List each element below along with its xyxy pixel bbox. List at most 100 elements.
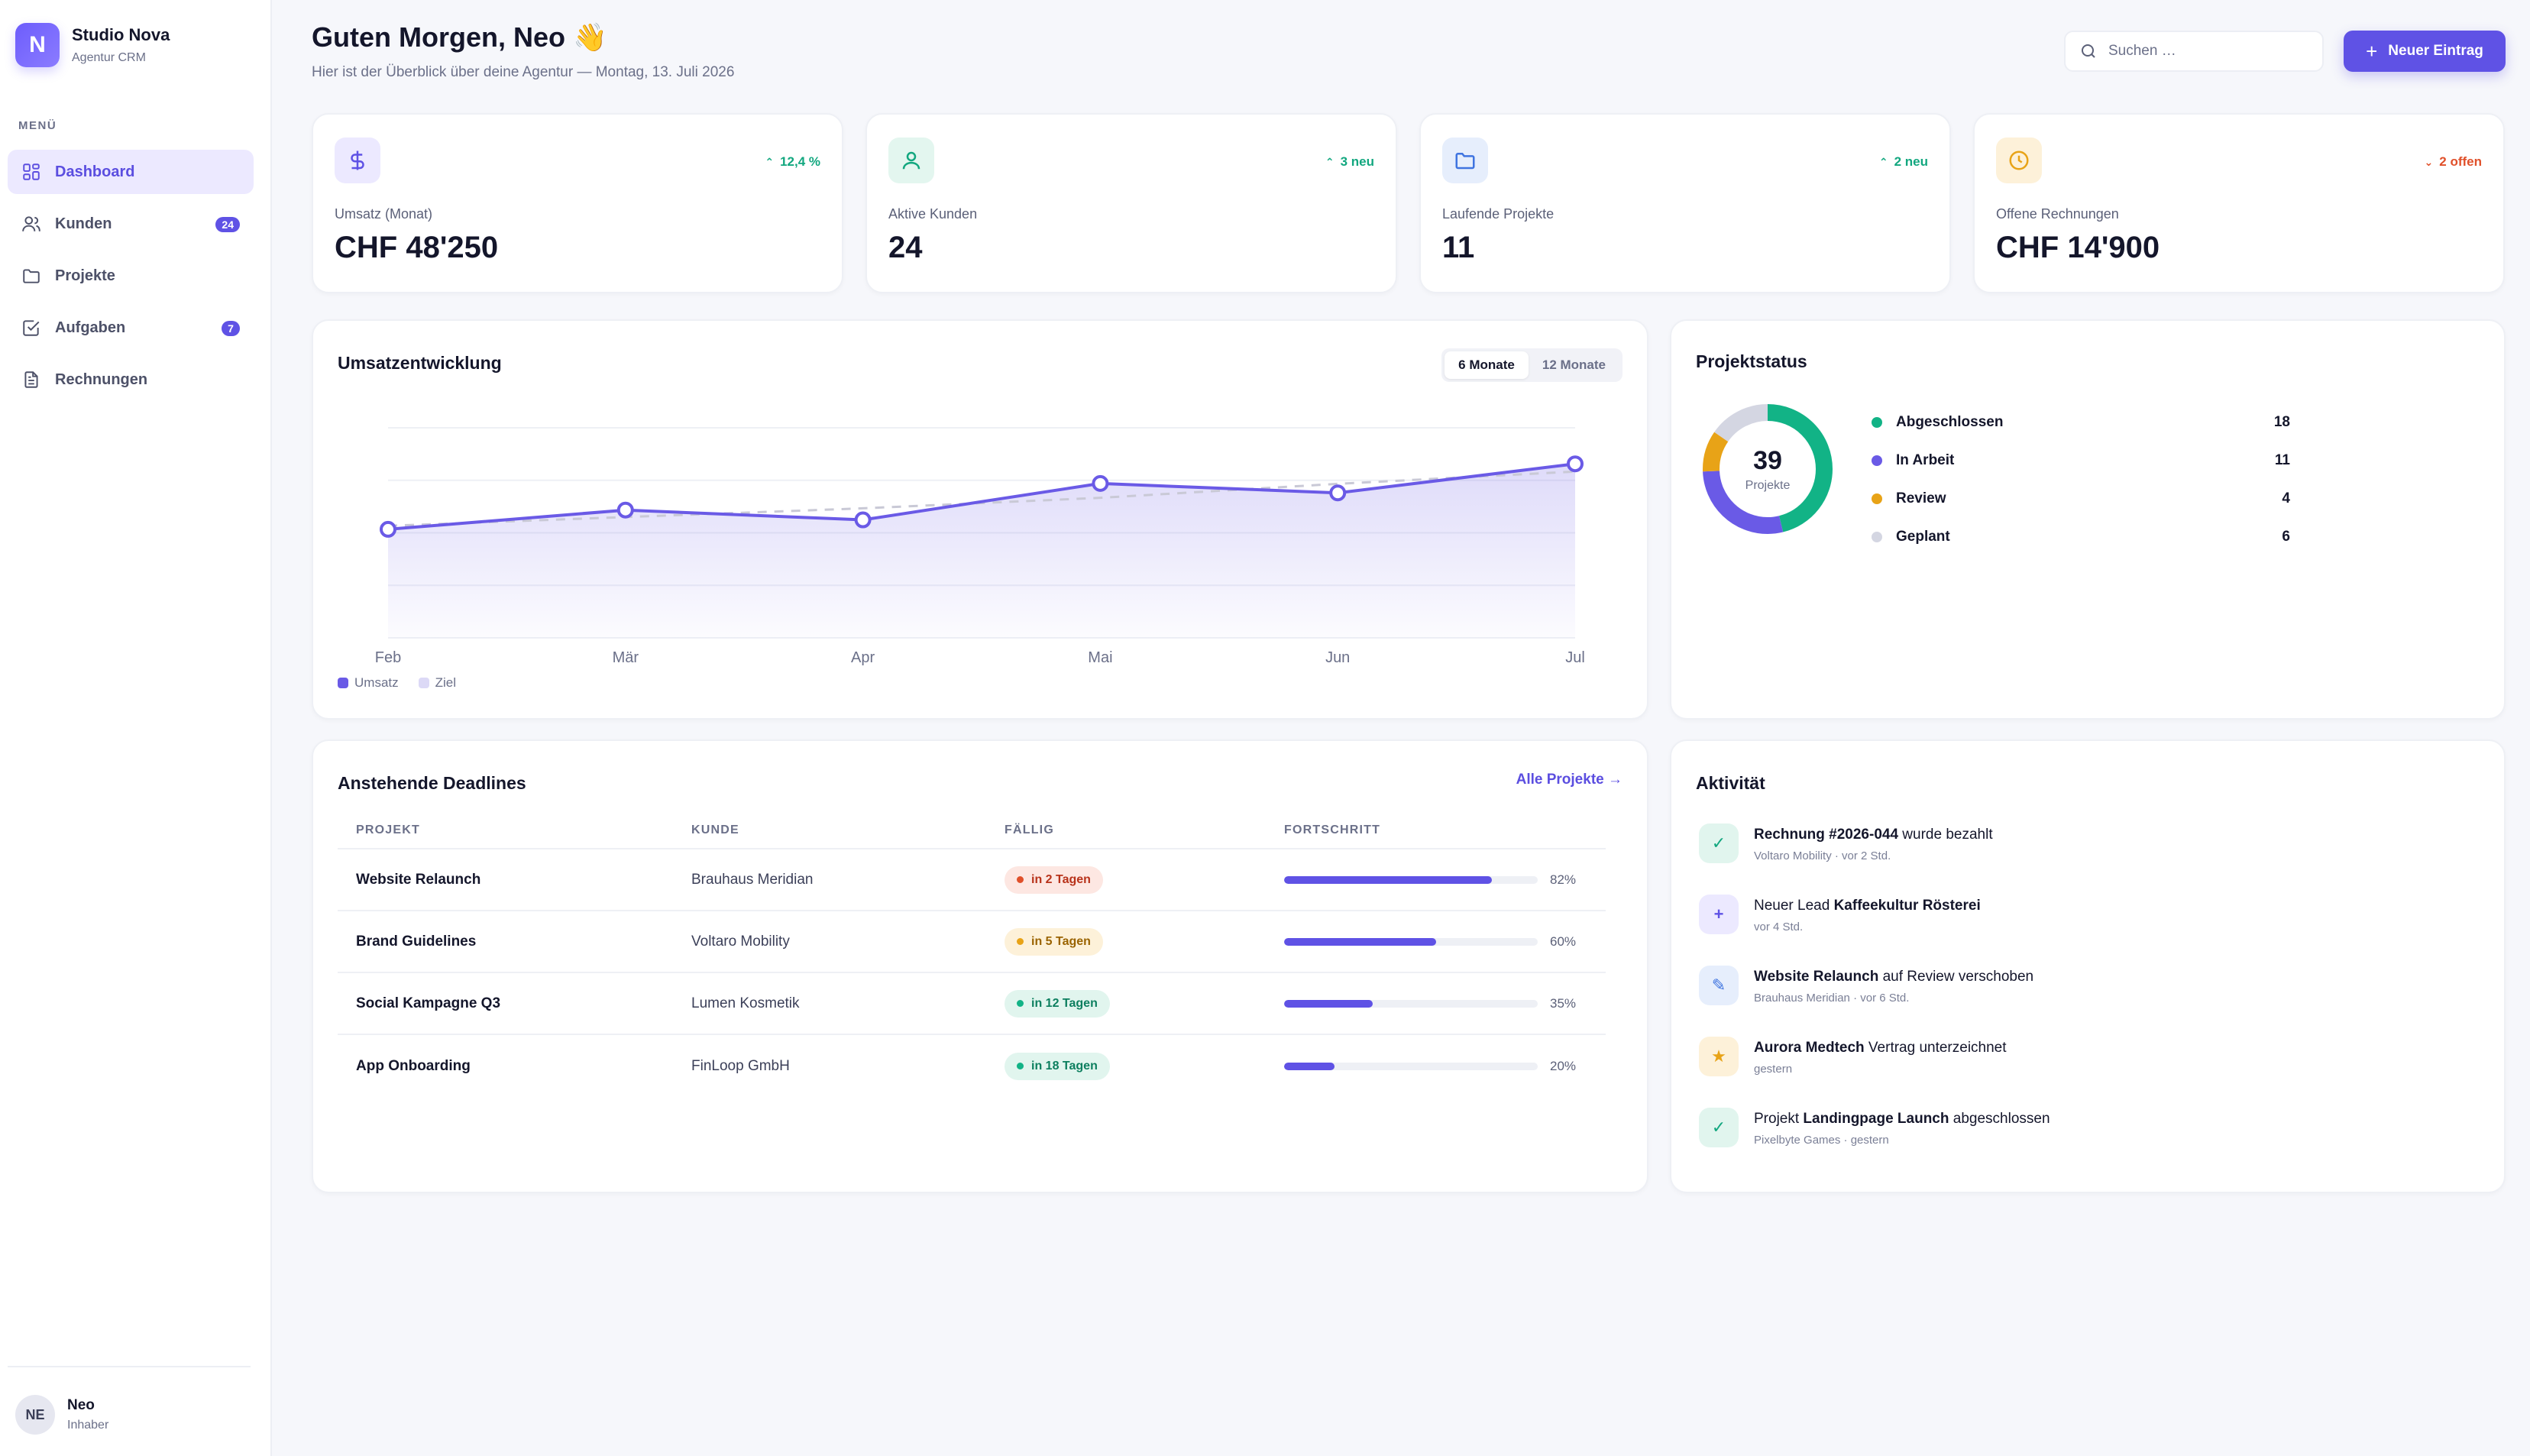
x-tick-label: Jul (1565, 649, 1585, 666)
kpi-delta: ⌃ 3 neu (1325, 154, 1374, 170)
progress-fill (1284, 1062, 1335, 1070)
project-status-card: Projektstatus 39 Projekte Abgeschlossen … (1670, 319, 2506, 720)
status-dot (1872, 455, 1882, 466)
progress-bar (1284, 875, 1538, 884)
activity-meta: Pixelbyte Games · gestern (1754, 1134, 1889, 1147)
user-role: Inhaber (67, 1419, 109, 1432)
sidebar-item-projekte[interactable]: Projekte (8, 254, 254, 298)
kpi-delta: ⌃ 12,4 % (765, 154, 820, 170)
kpi-card-invoices[interactable]: ⌄ 2 offen Offene Rechnungen CHF 14'900 (1973, 113, 2505, 293)
progress-bar (1284, 999, 1538, 1008)
progress-bar (1284, 1062, 1538, 1070)
activity-text: Projekt Landingpage Launch abgeschlossen (1754, 1111, 2050, 1127)
kpi-delta-value: 2 offen (2439, 154, 2482, 169)
folder-icon (21, 266, 41, 286)
range-6-months[interactable]: 6 Monate (1445, 351, 1529, 379)
due-text: in 18 Tagen (1031, 1059, 1098, 1073)
sidebar-item-dashboard[interactable]: Dashboard (8, 150, 254, 194)
activity-item[interactable]: ✎ Website Relaunch auf Review verschoben… (1699, 966, 2478, 1037)
sidebar-item-label: Projekte (55, 267, 115, 284)
status-label: Review (1896, 490, 1946, 506)
activity-item[interactable]: ✓ Rechnung #2026-044 wurde bezahlt Volta… (1699, 823, 2478, 895)
status-dot (1872, 493, 1882, 504)
x-tick-label: Mai (1088, 649, 1112, 666)
activity-item[interactable]: ✓ Projekt Landingpage Launch abgeschloss… (1699, 1108, 2478, 1179)
due-text: in 5 Tagen (1031, 934, 1091, 948)
data-point (616, 501, 634, 519)
column-header-due[interactable]: FÄLLIG (1005, 823, 1054, 836)
status-count: 4 (2282, 490, 2290, 506)
kpi-label: Umsatz (Monat) (335, 206, 433, 222)
donut-total: 39 (1753, 445, 1782, 475)
brand-name: Studio Nova (72, 25, 170, 44)
table-row[interactable]: Social Kampagne Q3 Lumen Kosmetik in 12 … (338, 973, 1606, 1035)
status-item: Geplant 6 (1872, 518, 2290, 556)
nav-badge: 24 (215, 217, 240, 232)
donut-chart: 39 Projekte (1699, 400, 1836, 538)
x-tick-label: Feb (375, 649, 401, 666)
activity-text: Neuer Lead Kaffeekultur Rösterei (1754, 898, 1981, 914)
nav-badge: 7 (222, 321, 240, 336)
legend-swatch (418, 678, 429, 688)
chart-legend: Umsatz Ziel (338, 675, 476, 691)
table-row[interactable]: App Onboarding FinLoop GmbH in 18 Tagen … (338, 1035, 1606, 1097)
kpi-label: Offene Rechnungen (1996, 206, 2119, 222)
kpi-card-customers[interactable]: ⌃ 3 neu Aktive Kunden 24 (865, 113, 1397, 293)
range-12-months[interactable]: 12 Monate (1542, 358, 1606, 372)
grid-icon (21, 162, 41, 182)
column-header-progress[interactable]: FORTSCHRITT (1284, 823, 1381, 836)
user-icon (888, 138, 934, 183)
x-tick-label: Mär (613, 649, 639, 666)
revenue-line-chart: Feb Mär Apr Mai Jun Jul (375, 427, 1585, 666)
due-badge: in 2 Tagen (1005, 866, 1103, 894)
plus-icon: + (1699, 895, 1739, 934)
chevron-up-icon: ⌃ (765, 155, 775, 168)
kpi-card-projects[interactable]: ⌃ 2 neu Laufende Projekte 11 (1419, 113, 1951, 293)
status-list: Abgeschlossen 18 In Arbeit 11 Review 4 G… (1872, 403, 2290, 556)
search-box[interactable] (2064, 31, 2324, 72)
sidebar-item-aufgaben[interactable]: Aufgaben 7 (8, 306, 254, 350)
sidebar-item-label: Rechnungen (55, 370, 148, 388)
brand[interactable]: N Studio Nova Agentur CRM (15, 23, 170, 67)
activity-item[interactable]: ★ Aurora Medtech Vertrag unterzeichnet g… (1699, 1037, 2478, 1108)
page-title: Guten Morgen, Neo 👋 (312, 21, 607, 53)
kpi-delta: ⌄ 2 offen (2425, 154, 2482, 170)
progress-label: 20% (1550, 1058, 1577, 1073)
sidebar-item-kunden[interactable]: Kunden 24 (8, 202, 254, 246)
column-header-client[interactable]: KUNDE (691, 823, 739, 836)
revenue-chart-card: Umsatzentwicklung 6 Monate 12 Monate Feb… (312, 319, 1648, 720)
plus-icon: + (2366, 40, 2378, 63)
all-projects-link[interactable]: Alle Projekte → (1516, 772, 1622, 788)
project-name: Website Relaunch (356, 871, 481, 888)
sidebar-item-rechnungen[interactable]: Rechnungen (8, 358, 254, 402)
activity-card: Aktivität ✓ Rechnung #2026-044 wurde bez… (1670, 739, 2506, 1193)
table-row[interactable]: Brand Guidelines Voltaro Mobility in 5 T… (338, 911, 1606, 973)
due-text: in 2 Tagen (1031, 872, 1091, 886)
project-status-title: Projektstatus (1696, 351, 1807, 371)
donut-slice (1703, 404, 1833, 534)
status-item: Review 4 (1872, 480, 2290, 518)
activity-item[interactable]: + Neuer Lead Kaffeekultur Rösterei vor 4… (1699, 895, 2478, 966)
kpi-delta: ⌃ 2 neu (1879, 154, 1928, 170)
x-tick-label: Jun (1325, 649, 1350, 666)
activity-title: Aktivität (1696, 773, 1765, 793)
chevron-up-icon: ⌃ (1325, 155, 1335, 168)
search-input[interactable] (2108, 43, 2307, 60)
progress-label: 60% (1550, 933, 1577, 949)
column-header-project[interactable]: PROJEKT (356, 823, 420, 836)
kpi-label: Aktive Kunden (888, 206, 978, 222)
donut-label: Projekte (1745, 478, 1791, 492)
kpi-value: CHF 48'250 (335, 231, 499, 264)
new-entry-button[interactable]: + Neuer Eintrag (2344, 31, 2506, 72)
star-icon: ★ (1699, 1037, 1739, 1076)
data-point (1092, 474, 1109, 492)
project-name: Brand Guidelines (356, 933, 477, 950)
deadlines-title: Anstehende Deadlines (338, 773, 526, 793)
kpi-card-revenue[interactable]: ⌃ 12,4 % Umsatz (Monat) CHF 48'250 (312, 113, 843, 293)
user-profile[interactable]: NE Neo Inhaber (15, 1395, 108, 1435)
kpi-value: CHF 14'900 (1996, 231, 2160, 264)
deadlines-card: Anstehende Deadlines Alle Projekte → PRO… (312, 739, 1648, 1193)
table-row[interactable]: Website Relaunch Brauhaus Meridian in 2 … (338, 849, 1606, 911)
status-item: Abgeschlossen 18 (1872, 403, 2290, 442)
status-dot (1872, 532, 1882, 542)
